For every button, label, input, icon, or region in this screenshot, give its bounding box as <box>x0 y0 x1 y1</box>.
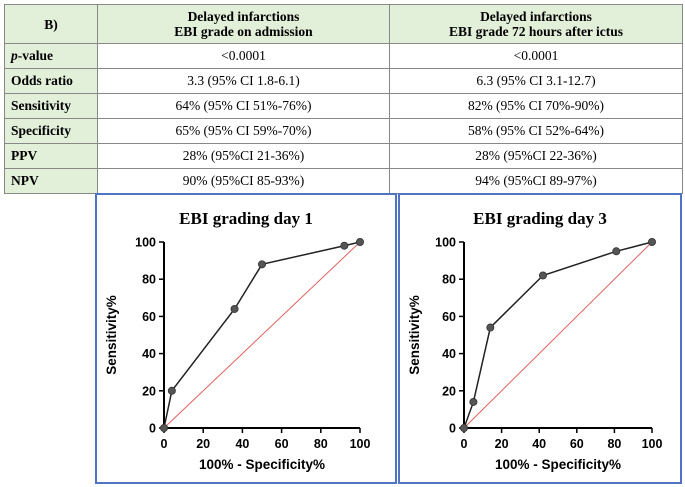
x-tick-label: 100 <box>350 437 371 451</box>
header-72h: Delayed infarctions EBI grade 72 hours a… <box>389 4 683 44</box>
table-cell: 90% (95%CI 85-93%) <box>97 168 390 194</box>
y-tick-label: 60 <box>142 310 156 324</box>
row-label: NPV <box>4 168 98 194</box>
row-label-pvalue: p-value <box>4 43 98 69</box>
x-axis-label: 100% - Specificity% <box>495 457 621 472</box>
roc-point <box>167 386 176 395</box>
y-tick-label: 20 <box>442 384 456 398</box>
roc-point <box>230 304 239 313</box>
x-tick-label: 60 <box>570 437 584 451</box>
roc-chart-day1: EBI grading day 1 0 20 40 60 80 100 0 20 40 60 80 10… <box>104 209 371 472</box>
row-label: Sensitivity <box>4 93 98 119</box>
roc-point <box>460 423 469 432</box>
header-72h-line2: EBI grade 72 hours after ictus <box>448 24 624 39</box>
row-label-pvalue-text: -value <box>17 48 53 63</box>
header-72h-line1: Delayed infarctions <box>480 9 592 24</box>
reference-line <box>163 241 361 429</box>
row-label-pvalue-italic: p <box>11 48 18 63</box>
table-row: Specificity 65% (95% CI 59%-70%) 58% (95… <box>4 118 683 144</box>
table-cell: 28% (95%CI 22-36%) <box>389 143 683 169</box>
roc-point <box>160 423 169 432</box>
x-tick-label: 80 <box>314 437 328 451</box>
y-tick-label: 100 <box>135 236 156 250</box>
roc-point <box>647 238 656 247</box>
row-label: PPV <box>4 143 98 169</box>
y-tick-label: 0 <box>449 422 456 436</box>
x-tick-label: 40 <box>235 437 249 451</box>
y-tick-label: 20 <box>142 384 156 398</box>
header-admission: Delayed infarctions EBI grade on admissi… <box>97 4 390 44</box>
x-tick-label: 100 <box>642 437 663 451</box>
x-axis-label: 100% - Specificity% <box>199 457 325 472</box>
table-row: Odds ratio 3.3 (95% CI 1.8-6.1) 6.3 (95%… <box>4 68 683 94</box>
stats-table: B) Delayed infarctions EBI grade on admi… <box>4 4 683 194</box>
table-row: p-value <0.0001 <0.0001 <box>4 43 683 69</box>
roc-point <box>340 241 349 250</box>
roc-panel-day3: EBI grading day 3 0 20 40 60 80 100 0 20 40 60 80 10… <box>398 193 682 484</box>
table-cell: <0.0001 <box>97 43 390 69</box>
y-axis-label: Sensitivity% <box>104 295 119 375</box>
x-tick-label: 80 <box>607 437 621 451</box>
y-tick-label: 40 <box>142 347 156 361</box>
header-admission-line2: EBI grade on admission <box>174 24 313 39</box>
table-row: NPV 90% (95%CI 85-93%) 94% (95%CI 89-97%… <box>4 168 683 194</box>
roc-point <box>612 247 621 256</box>
roc-chart-day3: EBI grading day 3 0 20 40 60 80 100 0 20 40 60 80 10… <box>407 209 663 472</box>
x-tick-label: 20 <box>196 437 210 451</box>
roc-panel-day1: EBI grading day 1 0 20 40 60 80 100 0 20 40 60 80 10… <box>95 193 397 484</box>
y-tick-label: 0 <box>149 422 156 436</box>
roc-point <box>257 260 266 269</box>
row-label: Odds ratio <box>4 68 98 94</box>
header-admission-line1: Delayed infarctions <box>187 9 300 24</box>
x-tick-label: 0 <box>461 437 468 451</box>
table-cell: 82% (95% CI 70%-90%) <box>389 93 683 119</box>
table-cell: 3.3 (95% CI 1.8-6.1) <box>97 68 390 94</box>
y-tick-label: 40 <box>442 347 456 361</box>
y-tick-label: 100 <box>435 236 456 250</box>
y-tick-label: 80 <box>142 273 156 287</box>
y-axis-label: Sensitivity% <box>407 295 422 375</box>
row-label: Specificity <box>4 118 98 144</box>
x-tick-label: 0 <box>161 437 168 451</box>
table-row: PPV 28% (95%CI 21-36%) 28% (95%CI 22-36%… <box>4 143 683 169</box>
x-tick-label: 40 <box>532 437 546 451</box>
table-cell: 28% (95%CI 21-36%) <box>97 143 390 169</box>
roc-point <box>538 271 547 280</box>
table-cell: 65% (95% CI 59%-70%) <box>97 118 390 144</box>
roc-point <box>355 238 364 247</box>
reference-line <box>463 241 653 429</box>
table-cell: 6.3 (95% CI 3.1-12.7) <box>389 68 683 94</box>
chart-title: EBI grading day 1 <box>179 209 313 228</box>
table-cell: 64% (95% CI 51%-76%) <box>97 93 390 119</box>
x-tick-label: 20 <box>495 437 509 451</box>
chart-title: EBI grading day 3 <box>473 209 607 228</box>
table-cell: 58% (95% CI 52%-64%) <box>389 118 683 144</box>
x-tick-label: 60 <box>275 437 289 451</box>
roc-point <box>486 323 495 332</box>
roc-curve-line <box>463 241 653 429</box>
table-row: Sensitivity 64% (95% CI 51%-76%) 82% (95… <box>4 93 683 119</box>
roc-point <box>469 397 478 406</box>
y-tick-label: 80 <box>442 273 456 287</box>
table-cell: 94% (95%CI 89-97%) <box>389 168 683 194</box>
table-header-row: B) Delayed infarctions EBI grade on admi… <box>4 4 683 44</box>
y-tick-label: 60 <box>442 310 456 324</box>
table-cell: <0.0001 <box>389 43 683 69</box>
table-corner: B) <box>4 4 98 44</box>
